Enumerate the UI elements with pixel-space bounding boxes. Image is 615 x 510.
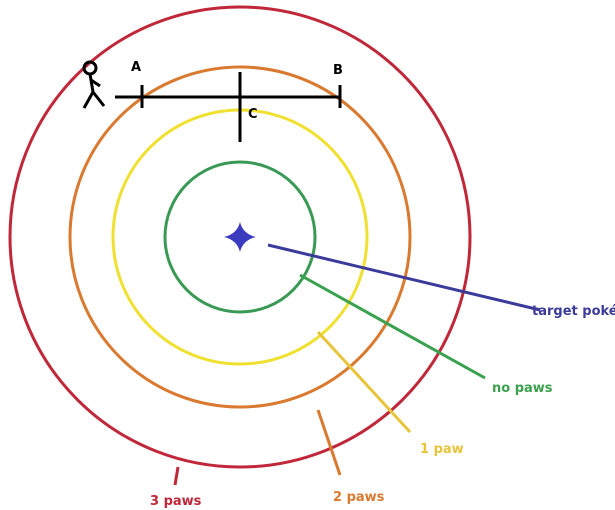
label-2-paws: 2 paws <box>333 490 385 505</box>
label-no-paws: no paws <box>492 381 553 396</box>
label-3-paws: 3 paws <box>150 494 202 509</box>
label-c: C <box>248 107 258 122</box>
diagram: A B C target poké no paws 1 paw 2 paws 3… <box>0 0 615 510</box>
label-b: B <box>333 63 343 78</box>
label-1-paw: 1 paw <box>420 442 464 457</box>
label-target: target poké <box>532 304 615 319</box>
label-a: A <box>131 60 141 75</box>
